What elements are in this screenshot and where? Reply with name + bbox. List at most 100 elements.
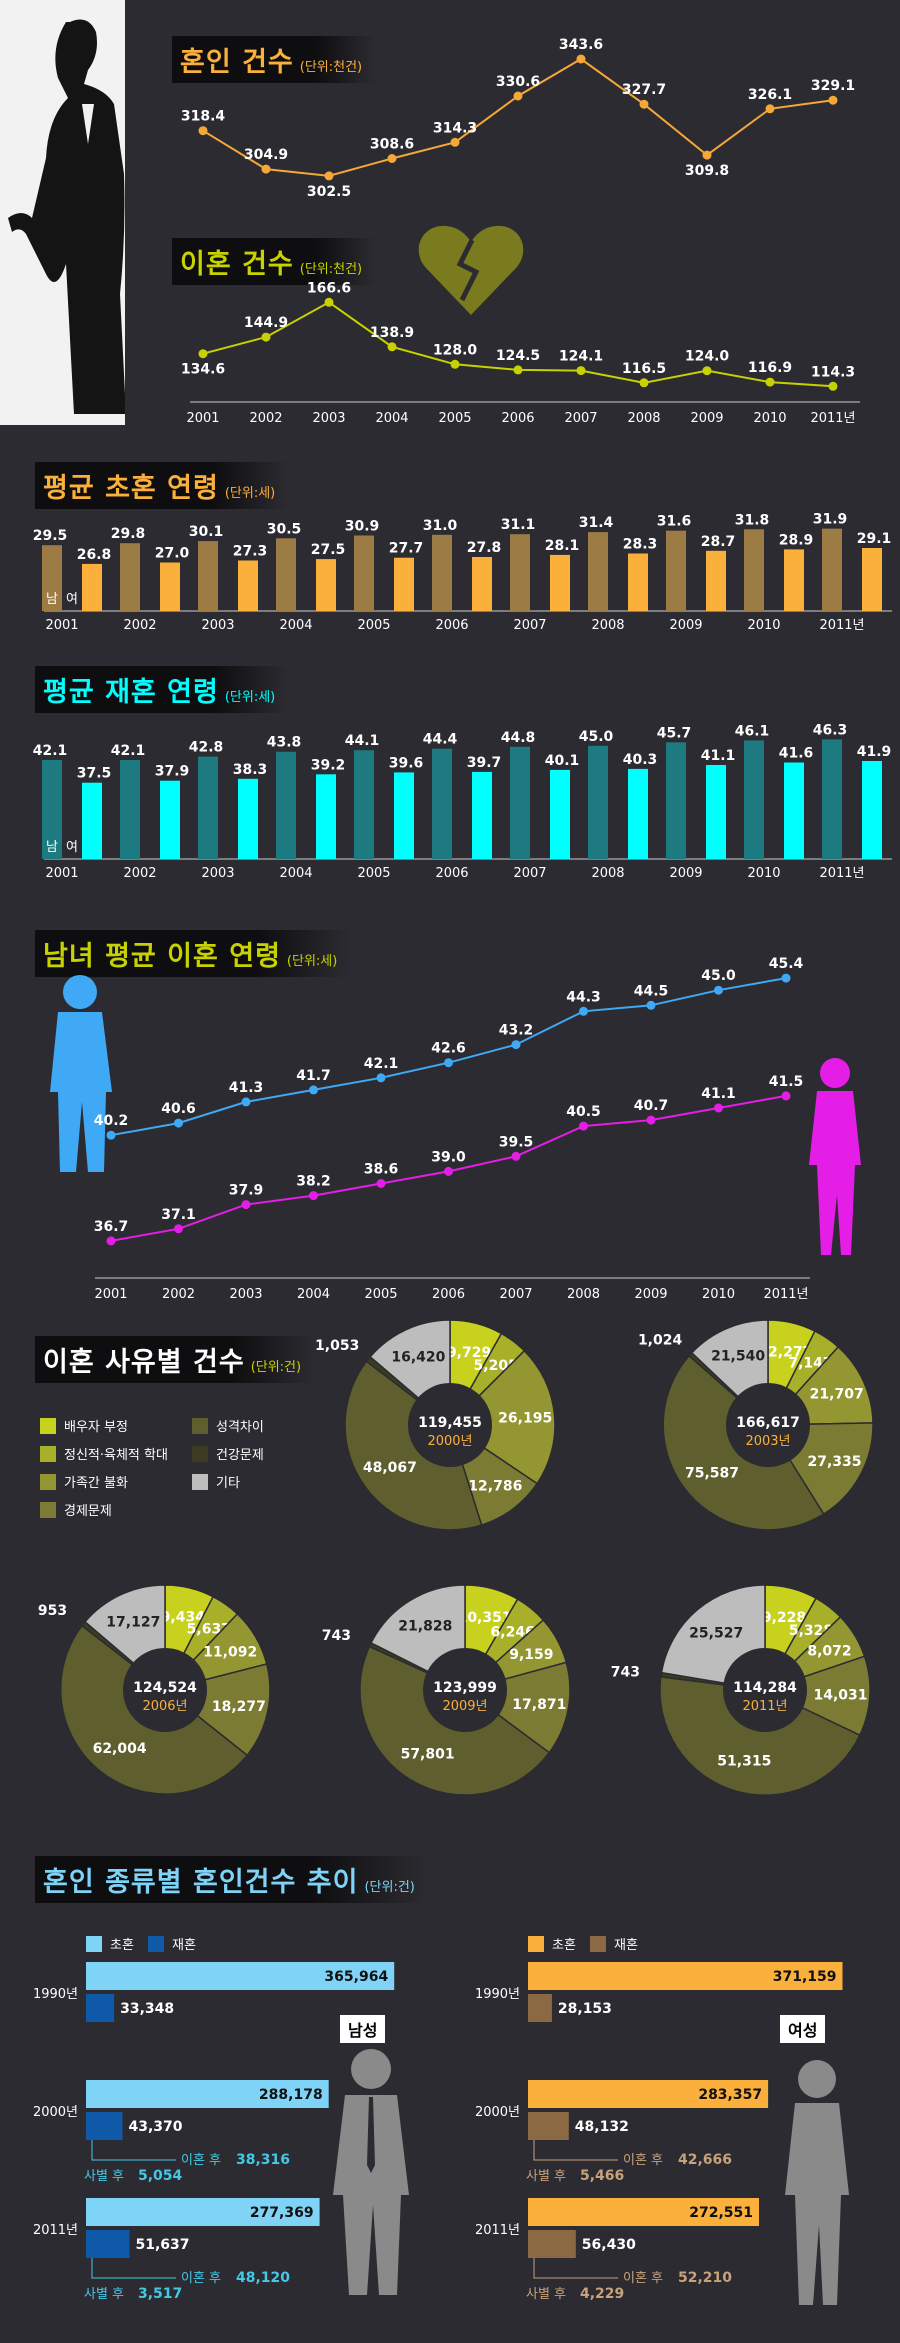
series-label-male: 남 bbox=[46, 592, 58, 607]
legend-label: 가족간 불화 bbox=[64, 1476, 128, 1491]
bar-male bbox=[666, 742, 686, 859]
after-divorce-connector bbox=[533, 2140, 618, 2161]
bar-female bbox=[628, 553, 648, 611]
div-age-female-point bbox=[376, 1179, 386, 1188]
first-marriage-label: 277,369 bbox=[250, 2205, 314, 2221]
div-age-female-point bbox=[646, 1115, 656, 1125]
bar-female bbox=[238, 560, 258, 611]
bar-female bbox=[394, 772, 414, 859]
bar-data-label: 38.3 bbox=[233, 762, 268, 778]
marriage-line-chart: 318.4 304.9 302.5 308.6 314.3 330.6 343.6 327.7… bbox=[181, 37, 860, 425]
div-age-data-label: 45.0 bbox=[701, 968, 736, 984]
after-divorce-value: 48,120 bbox=[236, 2270, 290, 2286]
marriage-data-label: 343.6 bbox=[559, 37, 603, 53]
div-age-unit: (단위:세) bbox=[286, 954, 338, 969]
marriage-data-label: 309.8 bbox=[685, 163, 729, 179]
div-age-female-point bbox=[106, 1236, 116, 1246]
marriage-data-label: 330.6 bbox=[496, 74, 540, 90]
marriage-point bbox=[765, 104, 775, 114]
bar-male bbox=[198, 541, 218, 611]
pie-value-label: 743 bbox=[611, 1665, 640, 1681]
first-marriage-bar bbox=[86, 1962, 395, 1990]
after-death-label: 사별 후 bbox=[526, 2169, 566, 2184]
legend-label: 경제문제 bbox=[64, 1504, 112, 1519]
type-title: 혼인 종류별 혼인건수 추이 (단위:건) bbox=[35, 1856, 429, 1903]
bar-female bbox=[82, 782, 102, 859]
pie-value-label: 75,587 bbox=[685, 1466, 739, 1482]
bar-female bbox=[628, 768, 648, 859]
bar-data-label: 29.1 bbox=[857, 531, 892, 547]
divorce-data-label: 166.6 bbox=[307, 280, 351, 296]
divorce-age-section: 남녀 평균 이혼 연령 (단위:세) 40.2 40.6 41.3 41.7 42.1 4… bbox=[0, 900, 900, 1300]
bar-data-label: 46.1 bbox=[735, 723, 770, 739]
bar-data-label: 30.5 bbox=[267, 521, 302, 537]
re-age-title-text: 평균 재혼 연령 bbox=[43, 677, 219, 708]
marriage-point bbox=[261, 164, 271, 174]
divorce-point bbox=[387, 342, 397, 352]
bar-data-label: 27.7 bbox=[389, 541, 424, 557]
div-age-male-point bbox=[646, 1000, 656, 1010]
legend-item-other: 기타 bbox=[192, 1472, 240, 1491]
x-tick-label: 2009 bbox=[669, 618, 702, 633]
legend-male-re: 재혼 bbox=[148, 1934, 196, 1953]
pie-total-label: 123,999 bbox=[433, 1680, 497, 1696]
woman-figure-icon bbox=[809, 1058, 861, 1255]
bar-data-label: 42.8 bbox=[189, 740, 224, 756]
after-divorce-label: 이혼 후 bbox=[181, 2271, 221, 2286]
pie-value-label: 6,246 bbox=[491, 1624, 535, 1640]
div-age-title: 남녀 평균 이혼 연령 (단위:세) bbox=[35, 930, 352, 977]
reasons-pie-charts: 9,7295,20526,19512,78648,0671,05316,4201… bbox=[38, 1320, 874, 1796]
marriage-type-section: 혼인 종류별 혼인건수 추이 (단위:건) 초혼 재혼 초혼 재혼 남성 여성 … bbox=[0, 1840, 900, 2343]
div-age-male-point bbox=[444, 1058, 453, 1068]
bar-data-label: 27.5 bbox=[311, 542, 346, 558]
first-age-bar-chart: 29.5 26.8 2001 29.8 27.0 2002 30.1 27.3 2003 30.5… bbox=[33, 512, 892, 633]
legend-label: 성격차이 bbox=[216, 1420, 264, 1435]
pie-year-label: 2000년 bbox=[427, 1434, 472, 1449]
pie-value-label: 9,159 bbox=[509, 1647, 553, 1663]
remarriage-bar bbox=[528, 1994, 552, 2022]
after-death-label: 사별 후 bbox=[526, 2287, 566, 2302]
x-tick-label: 2003 bbox=[201, 618, 234, 633]
after-divorce-label: 이혼 후 bbox=[181, 2153, 221, 2168]
bar-data-label: 30.9 bbox=[345, 519, 380, 535]
marriage-data-label: 326.1 bbox=[748, 87, 792, 103]
legend-label: 초혼 bbox=[552, 1938, 576, 1953]
legend-swatch bbox=[40, 1501, 56, 1518]
remarriage-bar bbox=[86, 2112, 123, 2140]
divorce-data-label: 124.5 bbox=[496, 348, 540, 364]
legend-swatch bbox=[40, 1445, 56, 1462]
bar-male bbox=[588, 745, 608, 859]
divorce-data-label: 138.9 bbox=[370, 325, 414, 341]
div-age-male-point bbox=[714, 985, 723, 995]
div-age-data-label: 40.5 bbox=[566, 1104, 601, 1120]
bar-female bbox=[550, 769, 570, 859]
divorce-data-label: 124.0 bbox=[685, 349, 730, 365]
pie-slice bbox=[344, 1360, 483, 1531]
pie-value-label: 12,786 bbox=[468, 1479, 522, 1495]
x-tick-label: 2007 bbox=[564, 411, 597, 425]
series-label-male: 남 bbox=[46, 840, 58, 855]
remarriage-age-section: 평균 재혼 연령 (단위:세) 42.1 37.5 2001 42.1 37.9 2002… bbox=[0, 640, 900, 895]
x-tick-label: 2010 bbox=[702, 1287, 735, 1300]
legend-item-health: 건강문제 bbox=[192, 1444, 264, 1463]
bar-male bbox=[354, 535, 374, 611]
bar-female bbox=[394, 557, 414, 611]
after-death-value: 4,229 bbox=[580, 2286, 624, 2302]
div-age-female-point bbox=[174, 1224, 183, 1234]
pie-center bbox=[123, 1648, 207, 1732]
bar-male bbox=[198, 756, 218, 859]
x-tick-label: 2005 bbox=[438, 411, 471, 425]
div-age-data-label: 44.5 bbox=[634, 983, 669, 999]
pie-value-label: 16,420 bbox=[391, 1349, 445, 1365]
bar-female bbox=[862, 548, 882, 611]
x-tick-label: 2010 bbox=[753, 411, 786, 425]
div-age-title-text: 남녀 평균 이혼 연령 bbox=[43, 941, 281, 972]
first-age-unit: (단위:세) bbox=[224, 486, 276, 501]
bar-male bbox=[120, 543, 140, 611]
pie-value-label: 17,871 bbox=[512, 1697, 566, 1713]
pie-total-label: 114,284 bbox=[733, 1680, 797, 1696]
legend-item-family: 가족간 불화 bbox=[40, 1472, 128, 1491]
div-age-data-label: 44.3 bbox=[566, 989, 601, 1005]
pie-center bbox=[423, 1648, 507, 1732]
bar-male bbox=[666, 530, 686, 611]
